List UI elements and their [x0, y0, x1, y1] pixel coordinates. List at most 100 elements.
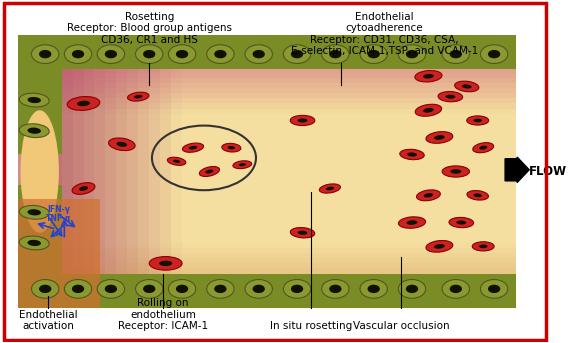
Ellipse shape [105, 50, 117, 58]
Ellipse shape [136, 45, 163, 63]
Ellipse shape [455, 81, 479, 92]
Ellipse shape [325, 187, 334, 190]
Ellipse shape [206, 280, 234, 298]
Ellipse shape [222, 143, 241, 152]
Ellipse shape [450, 169, 461, 174]
Ellipse shape [149, 257, 182, 270]
FancyBboxPatch shape [18, 73, 516, 83]
FancyBboxPatch shape [18, 93, 516, 104]
FancyBboxPatch shape [18, 199, 100, 308]
FancyBboxPatch shape [51, 63, 73, 294]
Ellipse shape [438, 92, 463, 102]
Ellipse shape [233, 161, 252, 169]
Ellipse shape [134, 95, 142, 98]
Ellipse shape [398, 280, 426, 298]
FancyBboxPatch shape [18, 88, 516, 98]
FancyBboxPatch shape [138, 63, 160, 294]
FancyBboxPatch shape [18, 58, 516, 68]
FancyBboxPatch shape [18, 185, 62, 294]
Ellipse shape [77, 101, 90, 106]
Ellipse shape [291, 50, 303, 58]
Ellipse shape [291, 227, 315, 238]
Text: IFN-γ: IFN-γ [47, 205, 70, 214]
Ellipse shape [168, 157, 186, 165]
FancyBboxPatch shape [18, 274, 516, 308]
Ellipse shape [253, 285, 265, 293]
Ellipse shape [283, 280, 311, 298]
Ellipse shape [27, 209, 41, 215]
Ellipse shape [415, 71, 442, 82]
Ellipse shape [472, 242, 494, 251]
Text: Rosetting
Receptor: Blood group antigens
CD36, CR1 and HS: Rosetting Receptor: Blood group antigens… [67, 12, 232, 45]
Ellipse shape [72, 183, 95, 194]
Ellipse shape [105, 285, 117, 293]
Text: In situ rosetting: In situ rosetting [269, 321, 352, 331]
Ellipse shape [442, 45, 470, 63]
Ellipse shape [27, 240, 41, 246]
FancyBboxPatch shape [18, 83, 516, 93]
Ellipse shape [434, 135, 445, 140]
FancyBboxPatch shape [62, 63, 84, 294]
Ellipse shape [423, 108, 434, 113]
Ellipse shape [291, 285, 303, 293]
FancyBboxPatch shape [29, 63, 51, 294]
Ellipse shape [479, 245, 487, 248]
Text: FLOW: FLOW [529, 165, 567, 178]
FancyBboxPatch shape [18, 289, 516, 299]
Ellipse shape [407, 152, 417, 156]
Text: TNF-α: TNF-α [46, 214, 72, 223]
Ellipse shape [239, 163, 246, 166]
Ellipse shape [360, 45, 387, 63]
Ellipse shape [488, 50, 500, 58]
FancyBboxPatch shape [18, 52, 516, 63]
Text: Endothelial
activation: Endothelial activation [19, 310, 77, 331]
FancyBboxPatch shape [73, 63, 94, 294]
Ellipse shape [214, 285, 227, 293]
Ellipse shape [407, 220, 418, 225]
Ellipse shape [321, 280, 349, 298]
FancyBboxPatch shape [105, 63, 128, 294]
Ellipse shape [245, 45, 272, 63]
Ellipse shape [434, 244, 445, 249]
Ellipse shape [368, 50, 380, 58]
Ellipse shape [442, 166, 470, 177]
FancyBboxPatch shape [18, 63, 516, 294]
Ellipse shape [117, 142, 127, 147]
Ellipse shape [97, 280, 125, 298]
FancyBboxPatch shape [18, 98, 516, 108]
Ellipse shape [319, 184, 340, 193]
Ellipse shape [19, 93, 49, 107]
Ellipse shape [480, 280, 508, 298]
Ellipse shape [200, 166, 220, 177]
FancyBboxPatch shape [18, 279, 516, 289]
Ellipse shape [128, 92, 149, 101]
Ellipse shape [214, 50, 227, 58]
FancyBboxPatch shape [18, 63, 39, 294]
Ellipse shape [467, 191, 488, 200]
Ellipse shape [27, 128, 41, 134]
Ellipse shape [283, 45, 311, 63]
Ellipse shape [479, 146, 487, 150]
Ellipse shape [143, 285, 156, 293]
Ellipse shape [109, 138, 135, 151]
Ellipse shape [39, 50, 51, 58]
Ellipse shape [329, 285, 341, 293]
Ellipse shape [329, 50, 341, 58]
Ellipse shape [245, 280, 272, 298]
FancyBboxPatch shape [94, 63, 116, 294]
FancyBboxPatch shape [18, 258, 516, 269]
Ellipse shape [39, 285, 51, 293]
Ellipse shape [253, 50, 265, 58]
Ellipse shape [446, 95, 455, 99]
Ellipse shape [19, 236, 49, 250]
Ellipse shape [31, 280, 59, 298]
Ellipse shape [290, 115, 315, 126]
Ellipse shape [488, 285, 500, 293]
FancyBboxPatch shape [18, 46, 62, 154]
FancyBboxPatch shape [18, 263, 516, 274]
Ellipse shape [168, 280, 196, 298]
Ellipse shape [406, 285, 418, 293]
Ellipse shape [462, 84, 471, 88]
Ellipse shape [205, 169, 213, 174]
Ellipse shape [182, 143, 204, 152]
